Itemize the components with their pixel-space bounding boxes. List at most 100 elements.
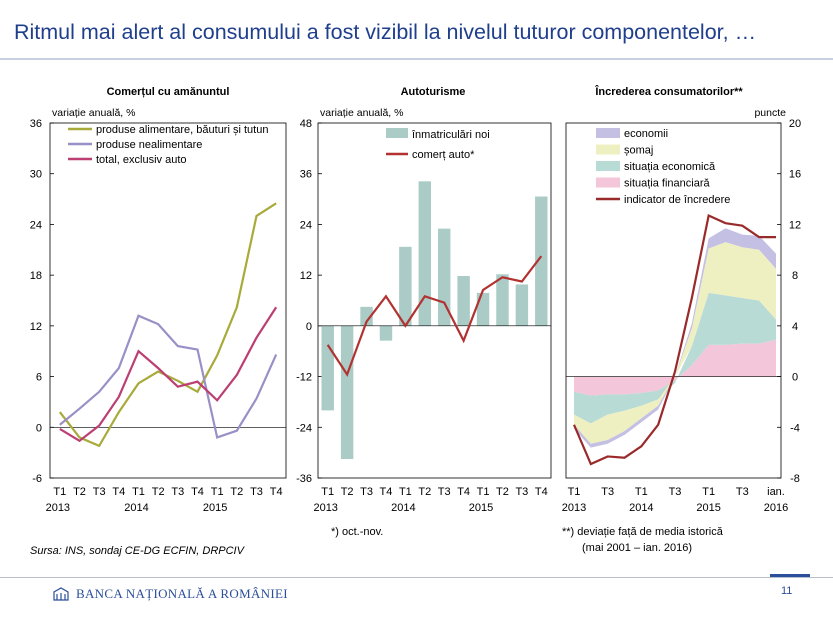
y-tick-label: 20: [789, 118, 801, 130]
x-tick-label: T2: [341, 486, 354, 498]
x-year-label: 2013: [562, 502, 586, 514]
x-tick-label: T1: [568, 486, 581, 498]
x-tick-label: T3: [250, 486, 263, 498]
x-tick-label: T3: [171, 486, 184, 498]
y-tick-label: 12: [30, 321, 42, 333]
legend-label: situația economică: [624, 161, 716, 173]
y-tick-label: 4: [792, 321, 798, 333]
legend-label: indicator de încredere: [624, 194, 730, 206]
legend-label: economii: [624, 128, 668, 140]
x-tick-label: T1: [635, 486, 648, 498]
plot-frame: [565, 122, 782, 479]
legend-swatch: [596, 128, 620, 138]
bar-registrations: [340, 325, 354, 459]
x-tick-label: T3: [601, 486, 614, 498]
bar-registrations: [399, 246, 412, 326]
x-tick-label: T4: [535, 486, 548, 498]
y-tick-label: 30: [30, 169, 42, 181]
footnote: (mai 2001 – ian. 2016): [582, 542, 692, 554]
legend-label: situația financiară: [624, 178, 710, 190]
x-tick-label: T1: [53, 486, 66, 498]
footer-divider: [0, 577, 833, 578]
x-year-label: 2015: [696, 502, 720, 514]
y-tick-label: 0: [792, 372, 798, 384]
plot-frame: [49, 122, 287, 479]
y-tick-label: -12: [296, 372, 312, 384]
footnote: **) deviație față de media istorică: [562, 526, 724, 538]
source-note: Sursa: INS, sondaj CE-DG ECFIN, DRPCIV: [30, 545, 244, 557]
legend-label: șomaj: [624, 145, 653, 157]
y-axis-label: variație anuală, %: [320, 107, 403, 119]
bar-registrations: [535, 196, 548, 326]
y-tick-label: 12: [789, 219, 801, 231]
y-tick-label: 48: [300, 118, 312, 130]
series-line-confidence: [572, 213, 776, 466]
legend-label: comerț auto*: [412, 149, 475, 161]
y-tick-label: 0: [36, 422, 42, 434]
bnr-logo: BANCA NAȚIONALĂ A ROMÂNIEI: [52, 586, 288, 602]
x-tick-label: T2: [73, 486, 86, 498]
bnr-emblem-icon: [53, 587, 69, 601]
y-tick-label: 18: [30, 270, 42, 282]
legend-swatch: [596, 177, 620, 188]
x-tick-label: T2: [418, 486, 431, 498]
x-tick-label: T3: [669, 486, 682, 498]
area-series-1: [574, 242, 776, 444]
chart-title: Încrederea consumatorilor**: [594, 85, 743, 98]
bar-registrations: [321, 325, 334, 411]
legend-label: produse nealimentare: [96, 139, 202, 151]
bar-registrations: [418, 181, 432, 326]
series-line-car-trade: [326, 255, 543, 377]
x-tick-label: T4: [457, 486, 470, 498]
slide-title: Ritmul mai alert al consumului a fost vi…: [14, 20, 757, 44]
x-year-label: 2015: [203, 502, 227, 514]
bar-registrations: [379, 325, 393, 341]
x-tick-label: T4: [270, 486, 283, 498]
x-year-label: 2014: [391, 502, 415, 514]
x-tick-label: T3: [93, 486, 106, 498]
x-tick-label: T3: [515, 486, 528, 498]
y-tick-label: 36: [30, 118, 42, 130]
x-tick-label: ian.: [767, 486, 785, 498]
x-year-label: 2013: [46, 502, 70, 514]
x-year-label: 2016: [764, 502, 788, 514]
chart-title: Autoturisme: [401, 86, 466, 98]
footnote: *) oct.-nov.: [331, 526, 383, 538]
x-tick-label: T3: [736, 486, 749, 498]
y-tick-label: 24: [30, 219, 42, 231]
y-tick-label: 36: [300, 169, 312, 181]
bar-registrations: [360, 306, 373, 326]
y-tick-label: 24: [300, 219, 312, 231]
area-series-2: [574, 292, 776, 424]
chart-title: Comerțul cu amănuntul: [107, 86, 230, 98]
bar-registrations: [496, 274, 509, 326]
x-tick-label: T4: [380, 486, 393, 498]
series-line-2: [59, 306, 278, 443]
y-tick-label: 0: [306, 321, 312, 333]
legend-label: înmatriculări noi: [411, 129, 490, 141]
y-tick-label: -4: [790, 422, 800, 434]
y-tick-label: -6: [32, 473, 42, 485]
x-tick-label: T3: [360, 486, 373, 498]
legend-swatch: [596, 161, 620, 171]
x-tick-label: T2: [230, 486, 243, 498]
x-tick-label: T1: [477, 486, 490, 498]
bar-registrations: [515, 284, 529, 326]
x-tick-label: T1: [321, 486, 334, 498]
x-tick-label: T1: [399, 486, 412, 498]
x-tick-label: T1: [211, 486, 224, 498]
x-tick-label: T1: [132, 486, 145, 498]
legend-label: produse alimentare, băuturi și tutun: [96, 124, 268, 136]
x-tick-label: T1: [702, 486, 715, 498]
y-axis-label: variație anuală, %: [52, 107, 135, 119]
x-tick-label: T3: [438, 486, 451, 498]
footer-accent: [770, 574, 810, 577]
y-tick-label: 8: [792, 270, 798, 282]
y-tick-label: -36: [296, 473, 312, 485]
x-tick-label: T4: [112, 486, 125, 498]
legend-label: total, exclusiv auto: [96, 154, 187, 166]
y-tick-label: -8: [790, 473, 800, 485]
y-tick-label: -24: [296, 422, 312, 434]
y-axis-label: puncte: [754, 107, 786, 119]
